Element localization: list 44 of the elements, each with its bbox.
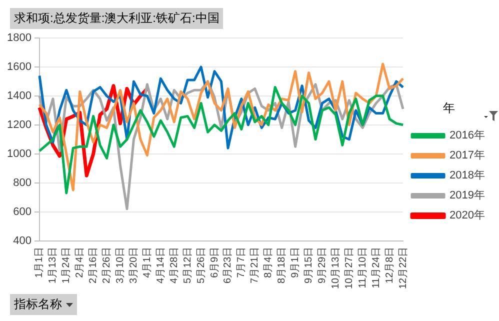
x-tick-label: 6月23日 [222, 246, 234, 284]
x-tick-label: 8月4日 [263, 246, 274, 278]
text: 指标名称 [14, 296, 62, 313]
y-tick-label: 1800 [6, 32, 32, 44]
x-tick-label: 1月13日 [48, 246, 59, 284]
x-tick-label: 4月14日 [155, 246, 166, 284]
x-tick-label: 12月8日 [384, 246, 396, 284]
x-tick-label: 11月24日 [370, 246, 382, 288]
x-tick-label: 1月1日 [34, 246, 46, 278]
x-tick-label: 3月10日 [115, 246, 126, 284]
y-tick-label: 800 [13, 176, 32, 189]
x-tick-label: 9月15日 [304, 246, 315, 284]
legend-title: 年 [443, 101, 456, 116]
legend-label: 2020年 [450, 210, 486, 222]
x-tick-label: 10月13日 [330, 246, 342, 290]
legend-label: 2019年 [450, 190, 486, 202]
x-tick-label: 5月12日 [182, 246, 194, 284]
chart-title: 求和项:总发货量:澳大利亚:铁矿石:中国 [10, 8, 224, 29]
x-tick-label: 5月26日 [196, 246, 207, 284]
x-tick-label: 7月7日 [236, 246, 248, 278]
y-tick-label: 1400 [6, 90, 32, 102]
x-tick-label: 3月20日 [128, 246, 140, 284]
y-tick-label: 600 [13, 206, 32, 218]
legend-label: 2016年 [450, 130, 486, 142]
x-tick-label: 9月1日 [290, 246, 302, 278]
x-tick-label: 2月26日 [102, 246, 113, 284]
x-tick-label: 2月4日 [74, 246, 86, 278]
x-tick-label: 4月28日 [168, 246, 180, 284]
x-tick-label: 4月1日 [142, 246, 153, 278]
x-tick-label: 8月18日 [276, 246, 288, 284]
y-tick-label: 1000 [6, 148, 32, 160]
x-tick-label: 9月29日 [316, 246, 328, 284]
y-tick-label: 1200 [6, 118, 32, 131]
x-tick-label: 10月27日 [344, 246, 355, 290]
y-tick-label: 400 [13, 234, 32, 247]
x-tick-label: 12月22日 [398, 246, 409, 290]
x-tick-label: 2月16日 [88, 246, 100, 284]
x-tick-label: 7月21日 [250, 246, 261, 284]
x-tick-label: 11月10日 [357, 246, 368, 288]
legend-label: 2018年 [450, 170, 486, 182]
x-tick-label: 1月24日 [61, 246, 72, 284]
x-tick-label: 6月9日 [209, 246, 220, 278]
y-tick-label: 1600 [6, 60, 32, 73]
legend-label: 2017年 [450, 150, 486, 162]
